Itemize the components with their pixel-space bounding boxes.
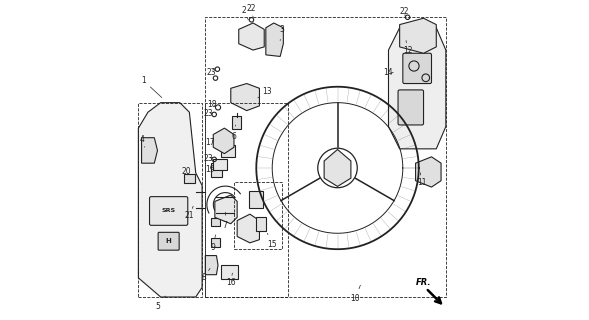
Polygon shape	[215, 195, 237, 224]
Text: 18: 18	[207, 100, 216, 109]
FancyBboxPatch shape	[231, 116, 241, 129]
Polygon shape	[416, 157, 441, 187]
FancyBboxPatch shape	[221, 145, 234, 157]
Polygon shape	[231, 84, 259, 111]
Text: 22: 22	[400, 7, 409, 17]
Text: 17: 17	[205, 138, 215, 147]
Circle shape	[327, 158, 348, 178]
Text: SRS: SRS	[161, 208, 176, 213]
FancyBboxPatch shape	[398, 90, 423, 125]
Polygon shape	[141, 138, 157, 163]
Text: 6: 6	[231, 125, 236, 140]
FancyBboxPatch shape	[403, 53, 432, 84]
Polygon shape	[239, 23, 264, 50]
FancyBboxPatch shape	[158, 232, 179, 250]
Text: 20: 20	[181, 167, 191, 176]
Text: 22: 22	[247, 4, 256, 17]
Text: 7: 7	[222, 212, 227, 230]
Text: 21: 21	[184, 206, 194, 220]
Text: 19: 19	[205, 165, 215, 174]
FancyBboxPatch shape	[211, 238, 220, 247]
Text: 23: 23	[203, 109, 213, 118]
FancyBboxPatch shape	[213, 159, 227, 170]
Polygon shape	[324, 149, 351, 187]
Text: 8: 8	[201, 268, 210, 282]
Text: 2: 2	[241, 6, 249, 20]
FancyBboxPatch shape	[184, 174, 195, 183]
Text: 10: 10	[350, 285, 360, 303]
FancyBboxPatch shape	[221, 265, 238, 278]
Text: 1: 1	[141, 76, 162, 98]
Text: H: H	[166, 238, 171, 244]
FancyBboxPatch shape	[249, 191, 263, 208]
Text: 5: 5	[155, 296, 166, 311]
Text: 12: 12	[403, 41, 412, 55]
Polygon shape	[266, 23, 283, 56]
Text: 15: 15	[267, 233, 277, 249]
Text: FR.: FR.	[416, 278, 431, 287]
FancyBboxPatch shape	[150, 197, 188, 225]
Text: 13: 13	[258, 87, 272, 98]
FancyBboxPatch shape	[211, 163, 222, 177]
Text: 23: 23	[206, 68, 216, 77]
FancyBboxPatch shape	[256, 217, 266, 231]
FancyBboxPatch shape	[211, 218, 220, 226]
Text: 16: 16	[226, 273, 236, 287]
Polygon shape	[206, 256, 218, 275]
Polygon shape	[237, 214, 259, 243]
Text: 23: 23	[203, 154, 213, 163]
Text: 9: 9	[211, 235, 216, 252]
Text: 14: 14	[383, 68, 393, 77]
Text: 4: 4	[139, 135, 145, 147]
Text: 11: 11	[417, 173, 426, 187]
Polygon shape	[389, 28, 446, 149]
Text: 3: 3	[279, 25, 284, 41]
Polygon shape	[400, 18, 436, 53]
Polygon shape	[213, 128, 234, 154]
Polygon shape	[138, 103, 202, 297]
